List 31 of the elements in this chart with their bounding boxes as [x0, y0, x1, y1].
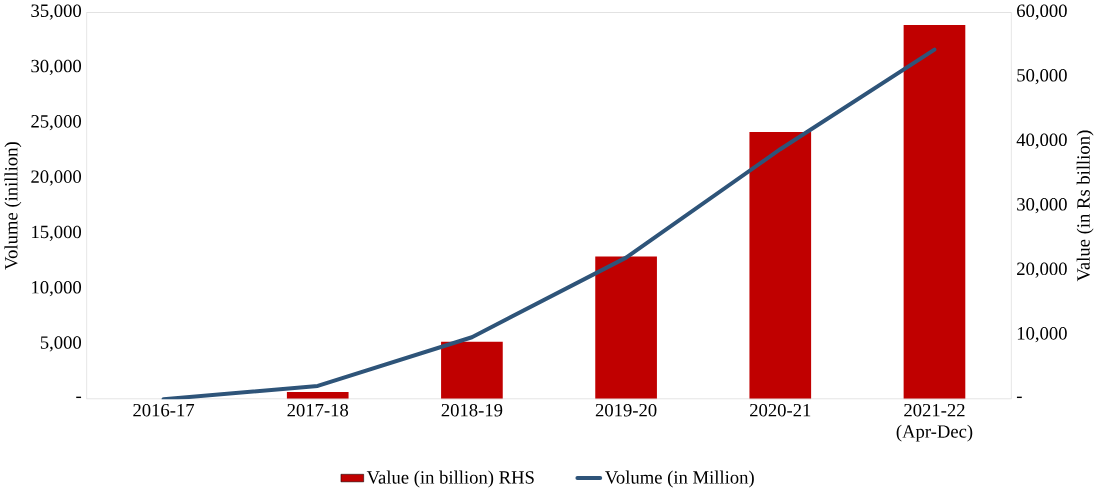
y-tick-label: 10,000 — [32, 281, 82, 297]
bar — [595, 256, 657, 400]
bar — [749, 132, 812, 400]
y2-axis-title: Value (in Rs billion) — [1076, 130, 1094, 282]
y2-tick-label: 10,000 — [1017, 327, 1067, 343]
y2-tick-label: 60,000 — [1017, 4, 1067, 20]
y-axis-title: Volume (inillion) — [4, 142, 22, 270]
bar — [903, 25, 966, 400]
y-tick-label: 25,000 — [31, 115, 82, 131]
y-tick-label: 35,000 — [31, 4, 82, 20]
y-tick-label: - — [76, 396, 82, 399]
x-tick-label: 2017-18 — [287, 403, 349, 417]
y2-tick-label: 20,000 — [1017, 262, 1067, 278]
bar — [441, 341, 503, 400]
x-tick-label: 2019-20 — [595, 403, 657, 417]
x-tick-label: 2020-21 — [750, 403, 811, 417]
y2-tick-label: - — [1016, 396, 1022, 399]
x-tick-label: 2021-22 (Apr-Dec) — [896, 403, 973, 442]
legend-label: Volume (in Million) — [605, 470, 754, 488]
y2-tick-label: 30,000 — [1017, 198, 1067, 214]
line-series — [161, 47, 937, 400]
bar — [286, 392, 349, 400]
y2-tick-label: 50,000 — [1017, 69, 1067, 85]
y-tick-label: 20,000 — [31, 170, 82, 186]
y-tick-label: 30,000 — [31, 59, 82, 76]
x-tick-label: 2016-17 — [133, 403, 195, 417]
legend-label: Value (in billion) RHS — [366, 470, 534, 488]
y-tick-label: 5,000 — [40, 336, 82, 352]
x-tick-label: 2018-19 — [441, 403, 503, 417]
y2-tick-label: 40,000 — [1016, 133, 1067, 149]
y-tick-label: 15,000 — [32, 225, 82, 241]
